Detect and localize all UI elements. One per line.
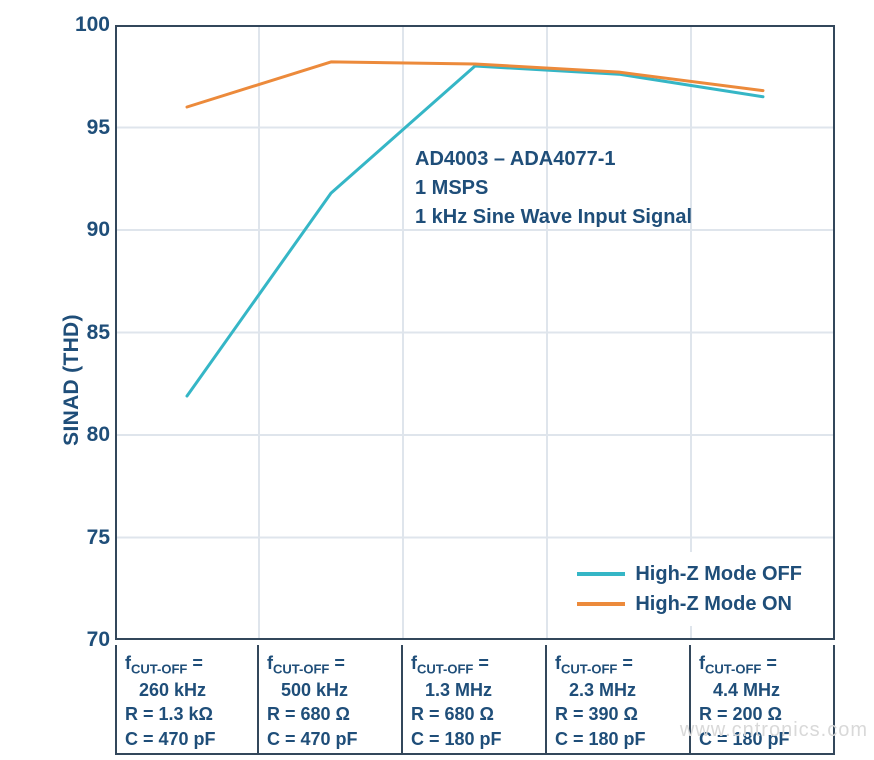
x-label-fcut: fCUT-OFF = [555,651,683,678]
legend: High-Z Mode OFF High-Z Mode ON [566,552,813,626]
annotation-line-2: 1 MSPS [415,174,692,203]
legend-item-on: High-Z Mode ON [577,589,802,619]
y-tick-label: 80 [55,423,110,447]
legend-label-off: High-Z Mode OFF [635,563,802,586]
x-label-c: C = 180 pF [411,727,539,751]
y-tick-label: 75 [55,526,110,550]
plot-svg [115,25,835,640]
annotation: AD4003 – ADA4077-1 1 MSPS 1 kHz Sine Wav… [415,145,692,232]
x-label-cell: fCUT-OFF =500 kHzR = 680 ΩC = 470 pF [259,645,403,755]
y-tick-label: 95 [55,116,110,140]
x-label-r: R = 680 Ω [411,702,539,726]
x-label-fcut-val: 260 kHz [125,678,251,702]
x-label-fcut: fCUT-OFF = [411,651,539,678]
y-tick-label: 90 [55,218,110,242]
x-label-cell: fCUT-OFF =1.3 MHzR = 680 ΩC = 180 pF [403,645,547,755]
x-label-cell: fCUT-OFF =260 kHzR = 1.3 kΩC = 470 pF [115,645,259,755]
legend-label-on: High-Z Mode ON [635,593,792,616]
x-label-r: R = 390 Ω [555,702,683,726]
x-label-fcut: fCUT-OFF = [125,651,251,678]
x-label-fcut-val: 1.3 MHz [411,678,539,702]
x-label-fcut: fCUT-OFF = [267,651,395,678]
x-label-fcut-val: 2.3 MHz [555,678,683,702]
x-label-cell: fCUT-OFF =2.3 MHzR = 390 ΩC = 180 pF [547,645,691,755]
annotation-line-1: AD4003 – ADA4077-1 [415,145,692,174]
plot-area: AD4003 – ADA4077-1 1 MSPS 1 kHz Sine Wav… [115,25,835,640]
grid [115,25,835,640]
legend-swatch-off [577,572,625,576]
y-tick-label: 70 [55,628,110,652]
x-label-fcut: fCUT-OFF = [699,651,827,678]
chart: SINAD (THD) 707580859095100 AD4003 – ADA… [0,0,874,760]
x-label-c: C = 180 pF [555,727,683,751]
x-label-fcut-val: 500 kHz [267,678,395,702]
x-label-r: R = 1.3 kΩ [125,702,251,726]
x-label-c: C = 470 pF [125,727,251,751]
watermark: www.cntronics.com [680,719,868,742]
y-tick-label: 100 [55,13,110,37]
y-tick-label: 85 [55,321,110,345]
legend-swatch-on [577,602,625,606]
x-label-r: R = 680 Ω [267,702,395,726]
x-label-fcut-val: 4.4 MHz [699,678,827,702]
annotation-line-3: 1 kHz Sine Wave Input Signal [415,203,692,232]
legend-item-off: High-Z Mode OFF [577,559,802,589]
x-label-c: C = 470 pF [267,727,395,751]
